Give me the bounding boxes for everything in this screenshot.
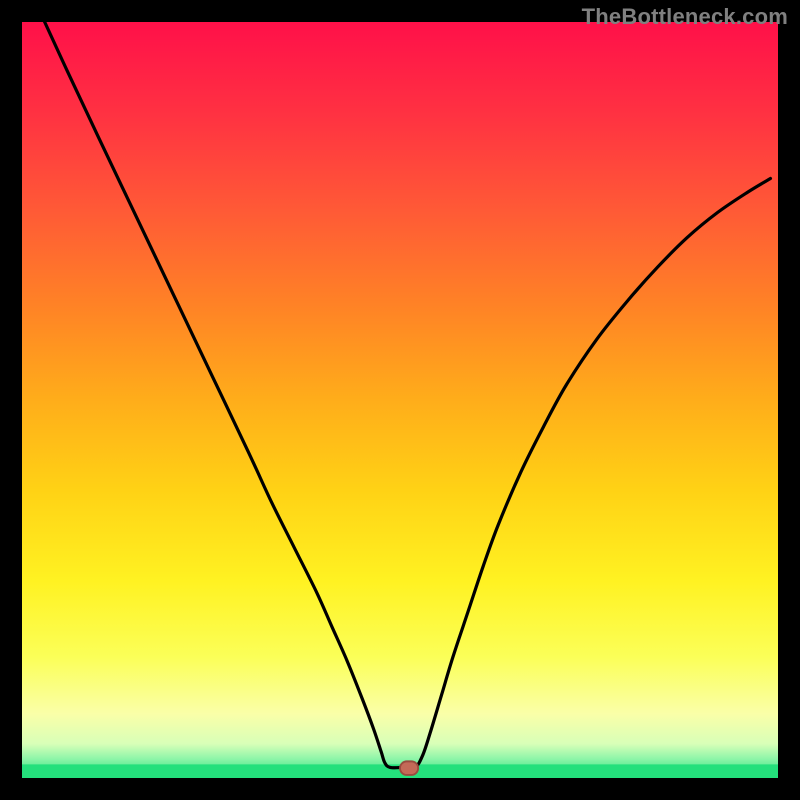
bottleneck-chart <box>0 0 800 800</box>
chart-container: TheBottleneck.com <box>0 0 800 800</box>
frame-border-right <box>778 0 800 800</box>
watermark-text: TheBottleneck.com <box>582 4 788 30</box>
frame-border-bottom <box>0 778 800 800</box>
frame-border-left <box>0 0 22 800</box>
optimum-marker <box>400 761 418 775</box>
gradient-background <box>22 22 778 778</box>
